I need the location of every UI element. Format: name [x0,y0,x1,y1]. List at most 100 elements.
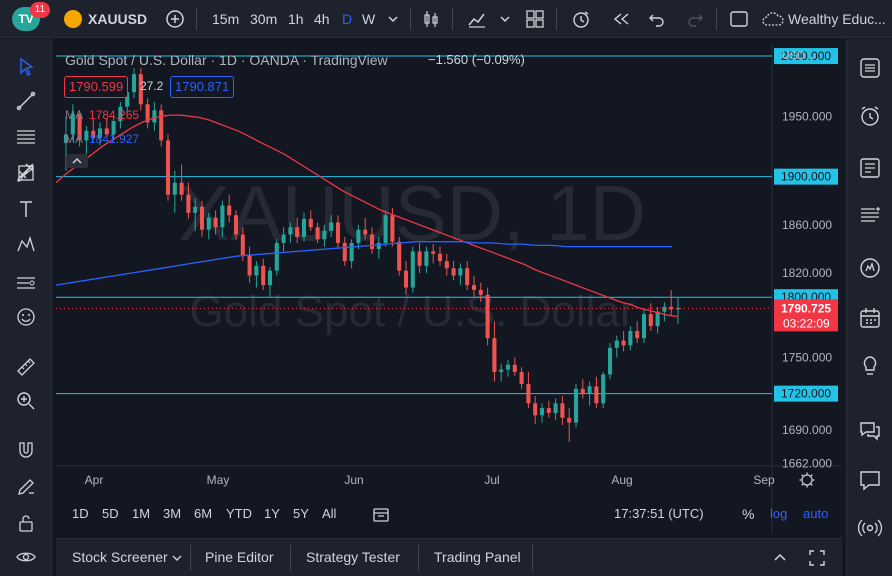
candle-body [573,388,579,423]
candle-body [478,289,483,295]
chevron-down-icon[interactable] [170,551,184,565]
date-range-icon[interactable] [372,506,390,524]
data-window-icon[interactable] [857,155,883,181]
cloud-save-icon[interactable] [760,8,786,30]
replay-icon[interactable] [610,8,632,30]
candle-body [179,182,184,195]
price-tick-label: 1662.000 [782,457,832,471]
range-ytd[interactable]: YTD [226,506,252,521]
settings-gear-icon[interactable] [799,472,815,488]
emoji-icon[interactable] [14,305,38,329]
candle-body [206,217,211,230]
price-chart[interactable]: XAUUSD, 1D Gold Spot / U.S. Dollar 1950.00… [56,44,842,534]
chevron-up-icon[interactable] [772,550,788,566]
buy-button[interactable]: 1790.871 [170,76,235,98]
range-5y[interactable]: 5Y [293,506,309,521]
collapse-legend-icon[interactable] [66,154,88,168]
range-1y[interactable]: 1Y [264,506,280,521]
candle-body [356,229,361,243]
candle-body [465,268,470,286]
chevron-down-icon[interactable] [494,8,516,30]
layout-name-button[interactable]: Wealthy Educ... [788,11,886,27]
ma-blue-legend[interactable]: MA 1841.927 [65,132,139,146]
signal-icon[interactable] [857,515,883,541]
candle-body [118,106,123,122]
candle-body [621,340,626,346]
watermark-symbol: XAUUSD, 1D [178,169,646,257]
utc-clock[interactable]: 17:37:51 (UTC) [614,506,704,521]
candle-body [152,110,157,123]
ruler-icon[interactable] [14,355,38,379]
range-all[interactable]: All [322,506,337,521]
text-tool-icon[interactable] [14,197,38,221]
auto-toggle[interactable]: auto [803,506,829,521]
candle-body [220,205,225,228]
fib-lines-icon[interactable] [14,125,38,149]
tab-stock-screener[interactable]: Stock Screener [72,549,168,565]
ma-red-line [56,114,679,318]
lock-drawing-icon[interactable] [14,475,38,499]
lock-icon[interactable] [14,511,38,535]
calendar-icon[interactable] [857,305,883,331]
candle-body [444,261,449,269]
sell-button[interactable]: 1790.599 [64,76,129,98]
streams-icon[interactable] [857,467,883,493]
legend-title[interactable]: Gold Spot / U.S. Dollar · 1D · OANDA · T… [65,52,388,68]
hotlist-icon[interactable] [857,255,883,281]
alarm-clock-icon[interactable] [857,103,883,129]
eye-icon[interactable] [14,545,38,569]
range-6m[interactable]: 6M [194,506,213,521]
candles-chart-type-icon[interactable] [420,8,442,30]
symbol-search-button[interactable]: XAUUSD [88,11,148,27]
interval-30m[interactable]: 30m [250,11,278,27]
cursor-icon[interactable] [14,55,38,79]
interval-4h[interactable]: 4h [314,11,330,27]
interval-1h[interactable]: 1h [288,11,304,27]
candle-body [471,285,477,290]
interval-15m[interactable]: 15m [212,11,240,27]
chat-icon[interactable] [857,417,883,443]
watermark-description: Gold Spot / U.S. Dollar [189,287,634,336]
redo-icon[interactable] [684,8,706,30]
range-bar: 1D 5D 1M 3M 6M YTD 1Y 5Y All 17:37:51 (U… [56,500,842,530]
range-1d[interactable]: 1D [72,506,89,521]
month-label-apr: Apr [85,473,104,487]
watchlist-icon[interactable] [857,55,883,81]
alert-clock-icon[interactable] [570,8,592,30]
chevron-down-icon[interactable] [382,8,404,30]
rectangle-icon[interactable] [14,161,38,185]
tab-strategy-tester[interactable]: Strategy Tester [306,549,400,565]
ideas-bulb-icon[interactable] [857,353,883,379]
zoom-in-icon[interactable] [14,389,38,413]
range-3m[interactable]: 3M [163,506,182,521]
undo-icon[interactable] [646,8,668,30]
magnet-icon[interactable] [14,439,38,463]
currency-label[interactable]: USD ⌄ [782,50,818,62]
maximize-panel-icon[interactable] [808,549,826,567]
pattern-icon[interactable] [14,233,38,257]
tab-trading-panel[interactable]: Trading Panel [434,549,521,565]
news-icon[interactable] [857,203,883,229]
ma-red-legend[interactable]: MA 1784.265 [65,108,139,122]
candle-body [485,294,490,339]
log-toggle[interactable]: log [770,506,788,521]
candle-body [315,227,320,240]
range-1m[interactable]: 1M [132,506,151,521]
chart-panel[interactable]: XAUUSD, 1D Gold Spot / U.S. Dollar 1950.00… [56,44,842,534]
fullscreen-square-icon[interactable] [728,8,750,30]
prediction-icon[interactable] [14,271,38,295]
trend-line-icon[interactable] [14,89,38,113]
compare-add-icon[interactable] [164,8,186,30]
candle-body [601,374,606,404]
interval-d[interactable]: D [342,11,353,27]
top-toolbar: TV 11 XAUUSD 15m 30m 1h 4h D W Wealthy E… [0,0,892,38]
interval-w[interactable]: W [362,11,376,27]
candle-body [533,403,538,416]
layouts-icon[interactable] [524,8,546,30]
indicators-icon[interactable] [466,8,488,30]
candle-body [403,270,409,288]
candle-body [669,306,674,310]
range-5d[interactable]: 5D [102,506,119,521]
percent-toggle[interactable]: % [742,506,755,522]
tab-pine-editor[interactable]: Pine Editor [205,549,274,565]
